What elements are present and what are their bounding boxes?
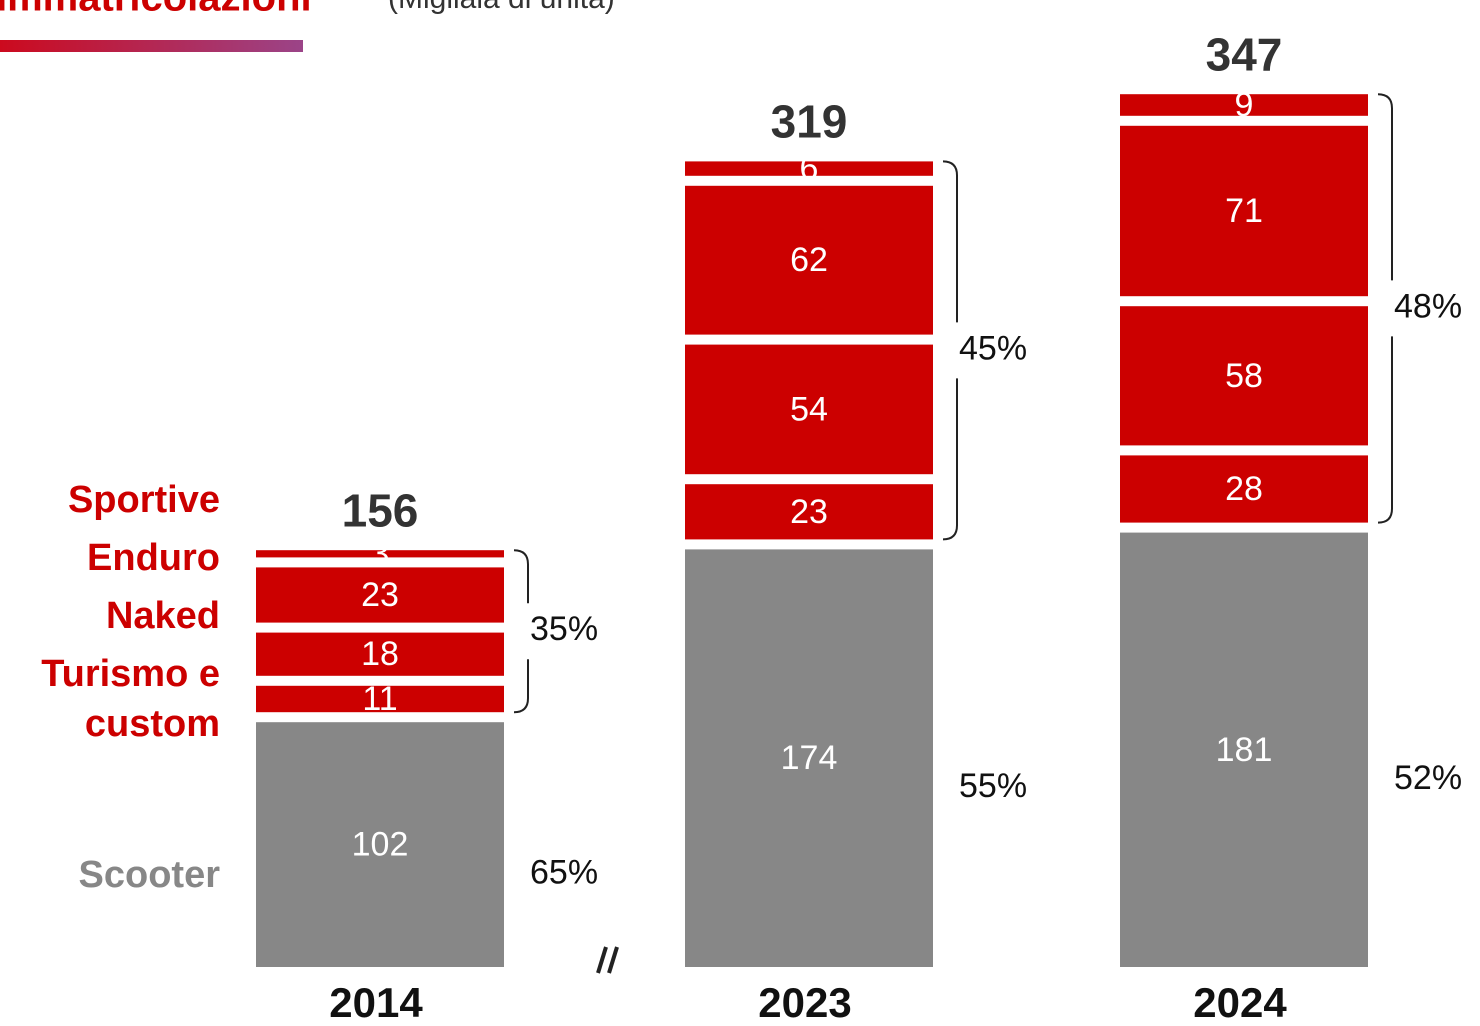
x-tick-label: 2014 [329,979,423,1026]
moto-share: 48% [1394,287,1462,325]
bar-segment [1120,94,1368,116]
legend-label: Turismo e custom [41,653,220,745]
total-label: 347 [1206,28,1283,80]
bar-segment [1120,306,1368,446]
total-label: 319 [771,96,848,148]
bar-segment [685,484,933,540]
x-tick-label: 2023 [758,979,851,1026]
title-underline [0,40,303,52]
bar-segment [256,632,504,676]
group-brace [1377,336,1393,524]
segment-label: 54 [790,390,828,428]
chart-subtitle: (Migliaia di unità) [388,0,615,15]
chart-title: Immatricolazioni [0,0,312,20]
x-tick-label: 2024 [1193,979,1287,1026]
legend-label: Naked [105,595,220,637]
segment-label: 102 [352,826,409,864]
scooter-share: 52% [1394,759,1462,797]
bar-segment [685,344,933,475]
legend-label: Enduro [87,537,220,579]
bar-segment [685,185,933,335]
bar-segment [256,550,504,558]
bar-segment [256,685,504,713]
segment-label: 28 [1225,470,1263,508]
segment-label: 62 [790,241,828,279]
group-brace [1377,93,1393,281]
group-brace [513,549,529,604]
segment-label: 18 [361,635,399,673]
segment-label: 3 [371,535,390,573]
bar-segment [1120,455,1368,523]
segment-label: 23 [790,493,828,531]
bar-segment [1120,125,1368,297]
group-brace [942,160,958,323]
legend-label: Sportive [67,479,220,521]
legend-label: Scooter [78,853,220,896]
segment-label: 9 [1235,86,1254,124]
segment-label: 174 [781,739,838,777]
bar-segment [256,567,504,623]
moto-share: 45% [959,329,1027,367]
segment-label: 181 [1216,731,1273,769]
axis-break [596,946,619,974]
scooter-share: 65% [530,854,598,892]
segment-label: 6 [800,150,819,188]
segment-label: 23 [361,576,399,614]
scooter-share: 55% [959,767,1027,805]
group-brace [942,378,958,541]
bar-segment [685,549,933,967]
bar-segment [256,722,504,967]
segment-label: 58 [1225,357,1263,395]
group-brace [513,659,529,714]
segment-label: 71 [1225,192,1263,230]
total-label: 156 [342,484,419,536]
bar-segment [685,161,933,176]
moto-share: 35% [530,610,598,648]
bar-segment [1120,532,1368,967]
segment-label: 11 [362,680,397,718]
